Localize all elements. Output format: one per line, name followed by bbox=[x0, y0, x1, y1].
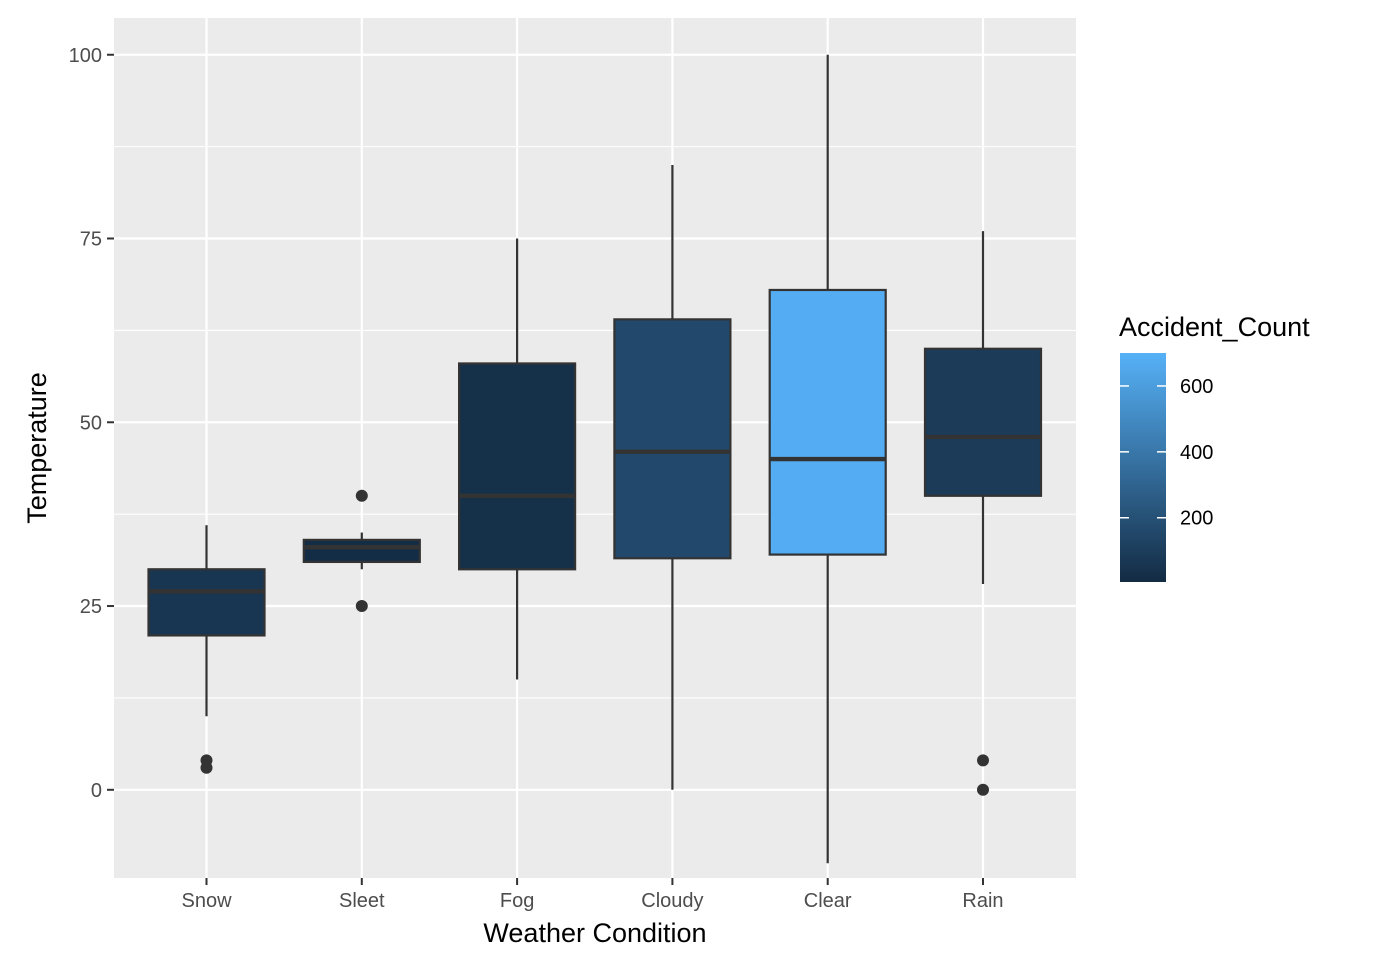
box-cloudy bbox=[613, 165, 732, 790]
legend-colorbar bbox=[1120, 353, 1166, 582]
boxes bbox=[147, 54, 1043, 864]
y-tick-label: 50 bbox=[80, 412, 102, 434]
box-fog bbox=[458, 238, 577, 680]
box-iqr bbox=[768, 288, 887, 556]
outlier-point bbox=[977, 754, 989, 767]
x-tick-label: Rain bbox=[962, 890, 1003, 912]
x-axis-title: Weather Condition bbox=[483, 918, 706, 948]
legend-tick-label: 400 bbox=[1180, 442, 1213, 464]
box-snow bbox=[147, 525, 266, 774]
x-tick-label: Sleet bbox=[339, 890, 385, 912]
outlier-point bbox=[355, 600, 368, 613]
box-sleet bbox=[302, 489, 421, 613]
grid-minor bbox=[114, 146, 1076, 699]
box-iqr bbox=[458, 362, 577, 571]
box-rain bbox=[923, 231, 1043, 796]
legend-ticks: 200 400 600 bbox=[1120, 376, 1213, 530]
y-tick-label: 75 bbox=[80, 229, 102, 251]
y-tick-label: 0 bbox=[91, 780, 102, 802]
outlier-point bbox=[977, 783, 989, 796]
legend-tick-label: 200 bbox=[1180, 508, 1213, 530]
legend-title: Accident_Count bbox=[1119, 312, 1310, 342]
y-tick-label: 100 bbox=[69, 45, 102, 67]
legend-tick-label: 600 bbox=[1180, 376, 1213, 398]
legend: Accident_Count 200 400 600 bbox=[1119, 312, 1310, 582]
x-axis: Snow Sleet Fog Cloudy Clear Rain bbox=[181, 878, 1004, 912]
box-iqr bbox=[923, 347, 1043, 497]
box-iqr bbox=[147, 568, 266, 637]
x-tick-label: Snow bbox=[181, 890, 232, 912]
x-tick-label: Clear bbox=[804, 890, 852, 912]
box-iqr bbox=[613, 318, 732, 560]
outlier-point bbox=[200, 754, 213, 767]
outlier-point bbox=[355, 489, 368, 502]
y-axis: 0 25 50 75 100 bbox=[69, 45, 114, 802]
x-tick-label: Fog bbox=[500, 890, 534, 912]
y-axis-title: Temperature bbox=[22, 372, 52, 524]
plot-panel bbox=[114, 18, 1076, 878]
x-tick-label: Cloudy bbox=[641, 890, 703, 912]
box-clear bbox=[768, 54, 887, 864]
box-iqr bbox=[302, 538, 421, 564]
y-tick-label: 25 bbox=[80, 596, 102, 618]
